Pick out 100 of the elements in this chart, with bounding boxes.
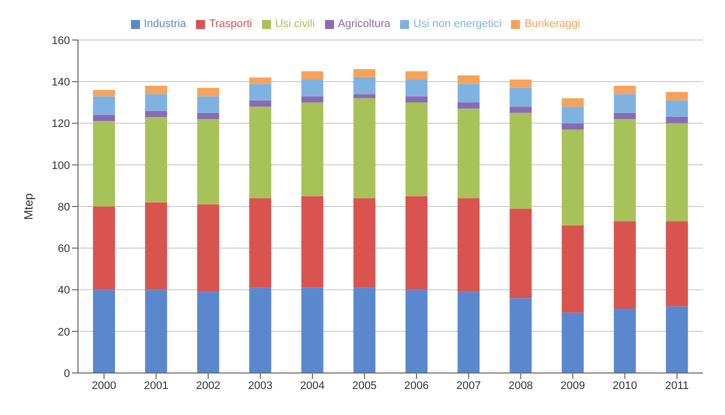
- bar: [249, 106, 272, 198]
- bar: [510, 208, 532, 298]
- bar: [406, 196, 428, 290]
- bar: [145, 94, 168, 111]
- bar: [406, 96, 428, 102]
- bar: [406, 80, 428, 96]
- bar: [353, 288, 376, 373]
- bar: [510, 80, 532, 88]
- bar: [145, 202, 168, 290]
- bar: [510, 106, 532, 113]
- bar: [458, 75, 480, 84]
- x-tick-label: 2009: [560, 380, 586, 392]
- x-tick-label: 2003: [248, 380, 273, 392]
- bar: [510, 298, 532, 373]
- bar: [458, 84, 480, 102]
- bar: [458, 108, 480, 198]
- bar: [145, 86, 168, 94]
- y-tick-label: 0: [64, 368, 70, 380]
- bar: [562, 106, 584, 124]
- bar: [406, 102, 428, 196]
- bar: [614, 308, 636, 373]
- bar: [353, 77, 376, 94]
- bar: [301, 80, 324, 96]
- bar: [249, 288, 272, 373]
- bar: [93, 114, 115, 122]
- bar: [301, 102, 324, 196]
- bar: [93, 121, 115, 206]
- x-tick-label: 2008: [508, 380, 533, 392]
- x-tick-label: 2011: [665, 380, 689, 392]
- bar: [249, 77, 272, 84]
- bar: [666, 100, 688, 118]
- bar: [614, 119, 636, 222]
- x-tick-label: 2001: [144, 380, 168, 392]
- bar: [614, 221, 636, 308]
- bar: [197, 88, 220, 96]
- bar: [562, 123, 584, 130]
- bar: [562, 129, 584, 226]
- x-tick-label: 2010: [612, 380, 638, 392]
- bar: [197, 204, 220, 292]
- y-tick-label: 100: [52, 160, 70, 172]
- legend-label: Agricoltura: [338, 18, 390, 30]
- x-tick-label: 2000: [92, 380, 116, 392]
- bar: [614, 94, 636, 113]
- bar: [197, 292, 220, 373]
- x-tick-label: 2002: [196, 380, 220, 392]
- x-tick-label: 2005: [352, 380, 377, 392]
- bar: [353, 69, 376, 78]
- bar: [249, 84, 272, 100]
- y-tick-label: 40: [58, 284, 70, 297]
- bar: [353, 198, 376, 288]
- bar: [666, 123, 688, 222]
- bar: [562, 225, 584, 313]
- bar: [353, 98, 376, 198]
- x-tick-label: 2007: [456, 380, 481, 392]
- bar: [301, 96, 324, 102]
- y-tick-label: 60: [58, 243, 70, 256]
- bar: [614, 86, 636, 94]
- bar: [93, 90, 115, 96]
- legend-label: Bunkeraggi: [524, 18, 580, 30]
- y-tick-label: 120: [52, 118, 70, 130]
- y-tick-label: 140: [52, 76, 70, 89]
- bar: [666, 117, 688, 124]
- y-axis-title: Mtep: [21, 192, 36, 220]
- bar: [562, 312, 584, 373]
- bar: [197, 112, 220, 120]
- legend-label: Trasporti: [209, 18, 252, 30]
- bar: [197, 119, 220, 204]
- bar: [406, 290, 428, 373]
- bar: [93, 290, 115, 373]
- bar: [249, 100, 272, 107]
- bar: [301, 71, 324, 80]
- legend-label: Usi non energetici: [413, 18, 502, 30]
- bar: [666, 221, 688, 306]
- legend-label: Industria: [144, 18, 186, 30]
- bar: [510, 88, 532, 107]
- y-tick-label: 80: [58, 201, 70, 214]
- bar: [458, 102, 480, 109]
- bar: [249, 198, 272, 288]
- bar: [197, 96, 220, 113]
- bar: [458, 198, 480, 292]
- x-tick-label: 2006: [404, 380, 429, 392]
- bar: [145, 290, 168, 373]
- bar: [145, 110, 168, 118]
- bar: [562, 98, 584, 107]
- x-tick-label: 2004: [300, 380, 325, 392]
- bar: [301, 196, 324, 288]
- bar: [614, 112, 636, 120]
- bar: [666, 306, 688, 373]
- bar: [458, 292, 480, 373]
- bar: [510, 112, 532, 209]
- bar: [666, 92, 688, 100]
- y-tick-label: 160: [52, 34, 70, 47]
- bar: [301, 288, 324, 373]
- bar: [93, 96, 115, 115]
- bar: [406, 71, 428, 80]
- bar: [145, 117, 168, 202]
- bar: [93, 206, 115, 290]
- legend-label: Usi civili: [275, 18, 315, 30]
- y-tick-label: 20: [58, 326, 70, 338]
- bar: [353, 94, 376, 98]
